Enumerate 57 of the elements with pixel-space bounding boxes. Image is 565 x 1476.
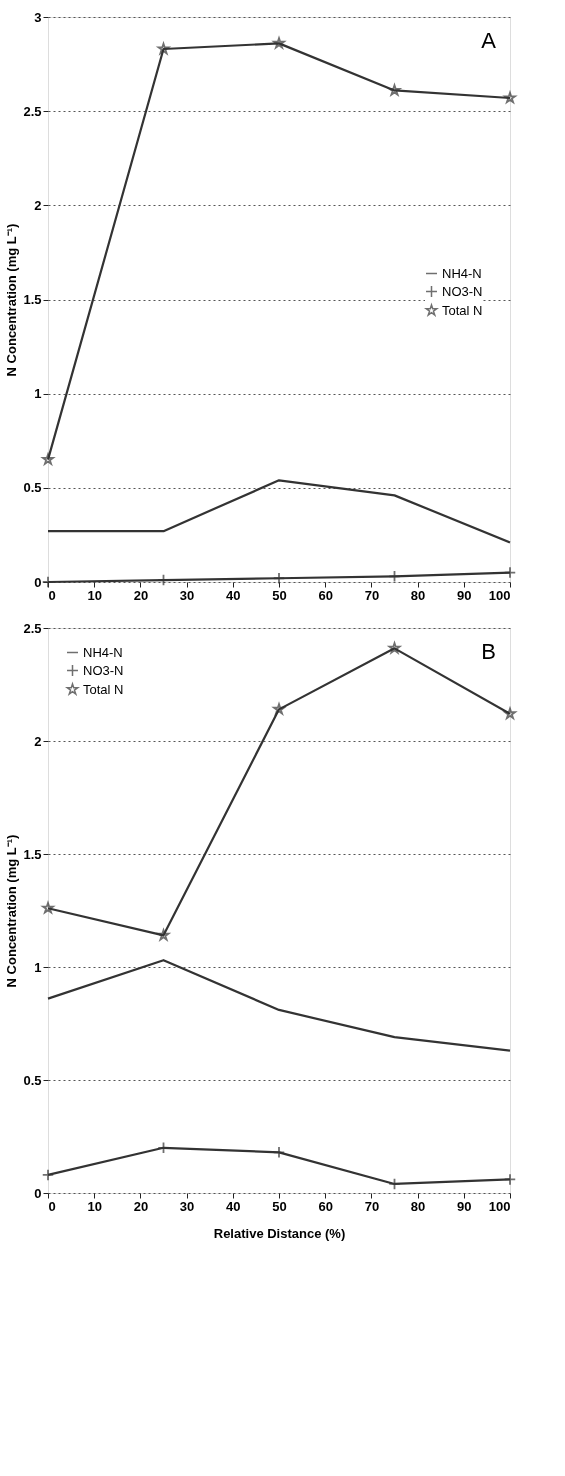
y-tick-label: 0 xyxy=(34,1185,42,1201)
point xyxy=(388,570,401,583)
y-tick-label: 1 xyxy=(34,959,42,975)
legend-label: NO3-N xyxy=(442,283,483,299)
point xyxy=(272,1146,286,1159)
x-tick-label: 0 xyxy=(48,1198,56,1214)
y-tick-label: 3 xyxy=(34,9,42,25)
x-tick-label: 10 xyxy=(87,587,102,603)
x-tick-label: 70 xyxy=(364,1198,380,1214)
x-tick-label: 50 xyxy=(272,587,287,603)
x-tick-label: 100 xyxy=(488,587,511,603)
x-tick-label: 30 xyxy=(179,587,195,603)
x-tick-label: 100 xyxy=(488,1198,511,1214)
x-tick-label: 20 xyxy=(133,587,149,603)
x-tick-label: 10 xyxy=(87,1198,102,1214)
legend-label: NO3-N xyxy=(83,662,124,678)
x-tick-label: 80 xyxy=(410,587,426,603)
point xyxy=(503,1173,517,1186)
y-axis-title: N Concentration (mg L⁻¹) xyxy=(4,834,20,988)
y-tick-label: 2.5 xyxy=(23,620,42,636)
point xyxy=(41,1168,55,1182)
y-tick-label: 2 xyxy=(34,197,42,213)
y-tick-label: 2.5 xyxy=(23,103,42,119)
x-tick-label: 80 xyxy=(410,1198,426,1214)
y-tick-label: 0.5 xyxy=(23,1072,42,1088)
legend-label: NH4-N xyxy=(83,644,123,660)
y-tick-label: 2 xyxy=(34,733,42,749)
y-tick-label: 0 xyxy=(34,574,42,590)
annotation: B xyxy=(481,639,496,664)
legend-label: Total N xyxy=(442,302,483,318)
point xyxy=(388,1177,401,1191)
x-tick-label: 60 xyxy=(318,1198,333,1214)
x-tick-label: 70 xyxy=(364,587,380,603)
x-tick-label: 60 xyxy=(318,587,333,603)
line-series xyxy=(46,959,512,1052)
y-axis-title: N Concentration (mg L⁻¹) xyxy=(4,223,20,377)
line-series xyxy=(46,479,512,544)
y-tick-label: 1.5 xyxy=(23,846,42,862)
x-tick-label: 50 xyxy=(272,1198,287,1214)
x-tick-label: 20 xyxy=(133,1198,149,1214)
x-tick-label: 90 xyxy=(457,587,472,603)
y-tick-label: 1 xyxy=(34,386,42,402)
annotation: A xyxy=(481,28,497,53)
legend-label: Total N xyxy=(83,681,124,697)
y-tick-label: 0.5 xyxy=(23,480,42,496)
x-tick-label: 30 xyxy=(179,1198,195,1214)
x-tick-label: 0 xyxy=(48,587,56,603)
point xyxy=(503,566,517,579)
point xyxy=(41,575,55,589)
x-tick-label: 40 xyxy=(226,1198,241,1214)
y-tick-label: 1.5 xyxy=(23,292,42,307)
x-tick-label: 40 xyxy=(226,587,241,603)
point xyxy=(157,42,170,55)
x-tick-label: 90 xyxy=(457,1198,472,1214)
legend-label: NH4-N xyxy=(442,265,482,281)
point xyxy=(272,572,286,585)
x-axis-title: Relative Distance (%) xyxy=(213,1225,346,1241)
